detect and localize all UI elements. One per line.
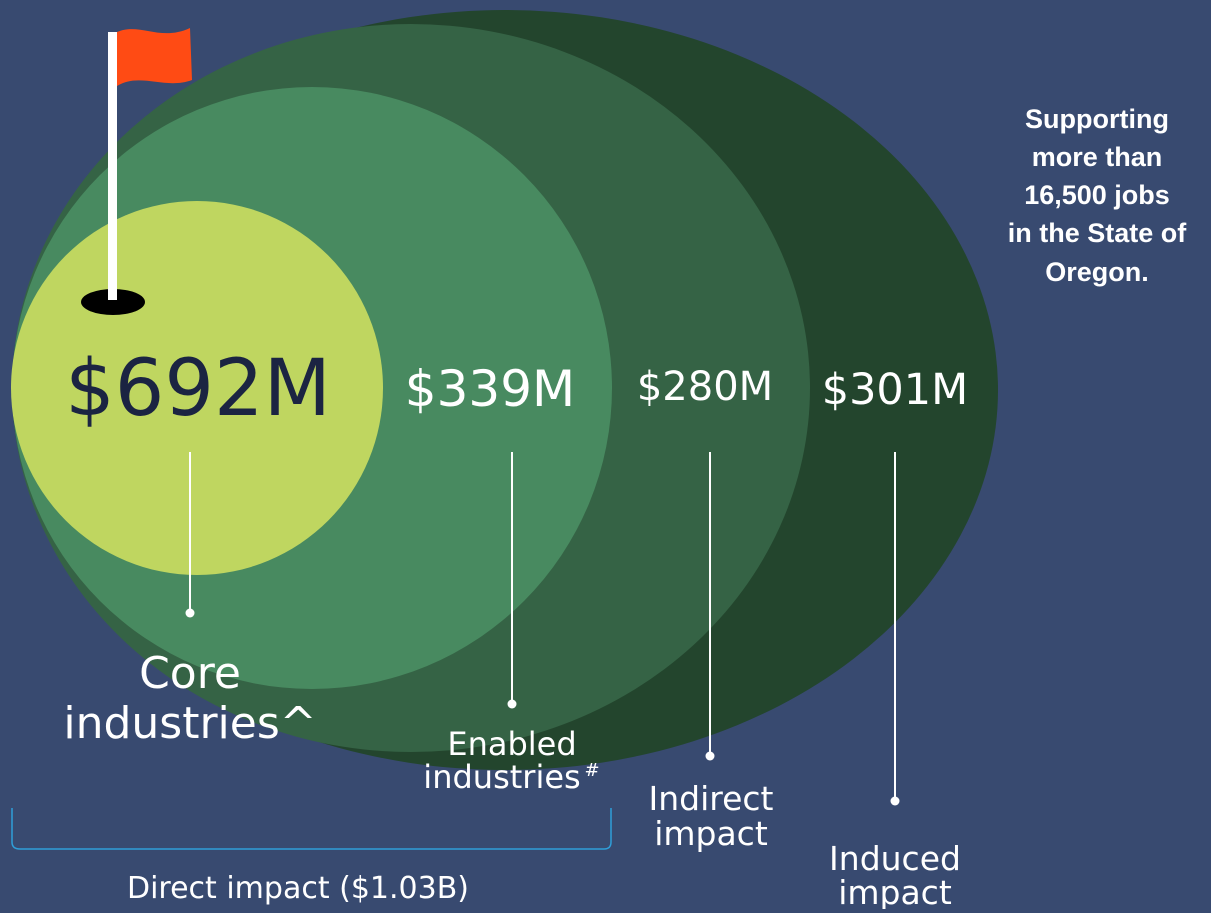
leader-dot xyxy=(185,608,195,618)
side-note: Oregon. xyxy=(1045,257,1149,287)
leader-dots xyxy=(185,608,900,806)
ring-label: Enabled xyxy=(447,725,576,763)
side-note-number: 16,500 xyxy=(1024,180,1107,210)
ring-label: impact xyxy=(838,873,952,909)
side-note: jobs xyxy=(1107,180,1170,210)
leader-dot xyxy=(705,751,715,761)
side-note: in the State of xyxy=(1008,218,1188,248)
value-text: $339M xyxy=(405,360,575,418)
value-text: $280M xyxy=(637,364,773,410)
value-text: $692M xyxy=(65,344,331,434)
direct-bracket xyxy=(11,808,612,850)
leader-dot xyxy=(507,699,517,709)
leader-lines xyxy=(189,452,896,800)
ring-label: impact xyxy=(654,814,768,853)
hole xyxy=(81,289,145,315)
flag-pole xyxy=(108,32,117,300)
direct-label: Direct impact ($1.03B) xyxy=(127,871,469,906)
flag xyxy=(117,28,192,86)
side-note: more than xyxy=(1032,142,1163,172)
side-note: Supporting xyxy=(1025,104,1169,134)
ring-label: industries xyxy=(423,758,580,796)
ring-label: Core xyxy=(139,648,241,699)
ring-label: industries^ xyxy=(63,698,316,749)
value-text: $301M xyxy=(822,365,969,415)
side-note: 16,500 jobs xyxy=(1024,180,1170,210)
ring-label: Induced xyxy=(829,839,961,878)
ring-label-sup: # xyxy=(584,760,599,781)
leader-dot xyxy=(890,796,900,806)
ring-label: Indirect xyxy=(649,779,774,818)
